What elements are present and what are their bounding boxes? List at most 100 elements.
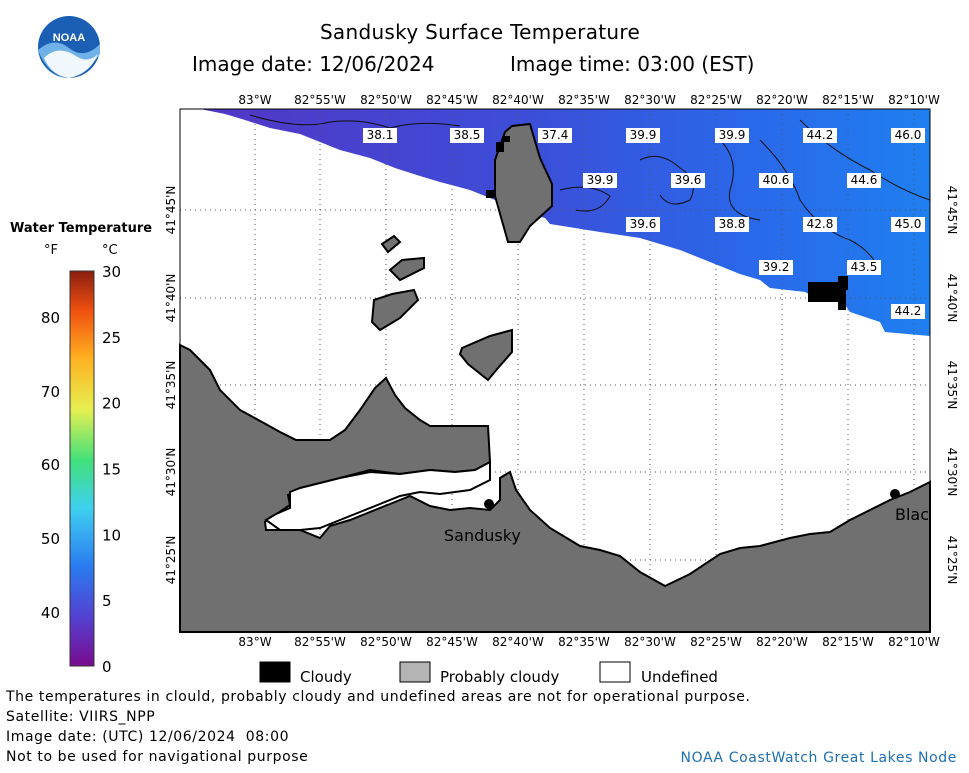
temperature-label-box [671,173,705,188]
temperature-value: 37.4 [542,128,569,142]
temperature-label-box [803,128,837,143]
celsius-tick-label: 30 [102,263,121,281]
city-label-sandusky: Sandusky [444,526,521,545]
temperature-value: 46.0 [895,128,922,142]
temperature-label-box [583,173,617,188]
temperature-values: 38.1 38.5 37.4 39.9 39.9 44.2 46.0 39.9 39.6 40.6… [363,128,925,319]
colorbar-title: Water Temperature [10,221,153,236]
celsius-tick-label: 20 [102,395,121,413]
legend-swatch-undefined [599,661,631,683]
temperature-colorbar [69,270,95,667]
longitude-label: 82°45'W [426,635,478,649]
latitude-label: 41°45'N [164,186,178,235]
footer-navigation-warning: Not to be used for navigational purpose [6,749,309,765]
temperature-label-box [626,128,660,143]
footer-utc-date: Image date: (UTC) 12/06/2024 08:00 [6,729,290,745]
temperature-label-box [891,304,925,319]
unit-celsius: °C [102,243,118,258]
lake-water-data [200,109,930,336]
longitude-label: 82°50'W [360,93,412,107]
logo-text: NOAA [53,32,85,44]
noaa-logo-icon: NOAA [38,16,100,78]
celsius-tick-label: 0 [102,658,112,676]
temperature-label-box [759,260,793,275]
temperature-value: 39.2 [763,260,790,274]
temperature-value: 44.2 [895,304,922,318]
temperature-label-box [803,217,837,232]
fahrenheit-tick-label: 40 [41,604,60,622]
temperature-label-box [891,217,925,232]
unit-fahrenheit: °F [44,243,58,258]
latitude-label: 41°40'N [164,274,178,323]
longitude-label: 82°15'W [822,635,874,649]
credit-line: NOAA CoastWatch Great Lakes Node [680,750,957,766]
fahrenheit-tick-label: 70 [41,383,60,401]
city-label-blac: Blac [895,505,929,524]
longitude-label: 82°20'W [756,635,808,649]
temperature-label-box [363,128,397,143]
temperature-value: 39.6 [675,173,702,187]
longitude-label: 82°25'W [690,635,742,649]
fahrenheit-tick-label: 50 [41,530,60,548]
legend-swatch-cloudy [259,661,291,683]
latitude-label: 41°45'N [945,186,959,235]
latitude-labels-right: 41°45'N 41°40'N 41°35'N 41°30'N 41°25'N [945,186,959,585]
legend-label-cloudy: Cloudy [300,668,352,686]
temperature-label-box [847,260,881,275]
legend-label-probably-cloudy: Probably cloudy [440,668,560,686]
temperature-value: 40.6 [763,173,790,187]
legend-swatch-probably-cloudy [399,661,431,683]
mainland [179,343,931,633]
temperature-value: 38.1 [367,128,394,142]
longitude-label: 82°15'W [822,93,874,107]
latitude-label: 41°30'N [164,448,178,497]
fahrenheit-tick-label: 60 [41,456,60,474]
temperature-value: 38.8 [719,217,746,231]
latitude-label: 41°40'N [945,274,959,323]
latitude-labels-left: 41°45'N 41°40'N 41°35'N 41°30'N 41°25'N [164,186,178,585]
longitude-label: 82°20'W [756,93,808,107]
longitude-label: 82°55'W [294,93,346,107]
temperature-label-box [715,217,749,232]
temperature-value: 43.5 [851,260,878,274]
temperature-label-box [759,173,793,188]
longitude-label: 82°50'W [360,635,412,649]
latitude-label: 41°25'N [945,536,959,585]
latitude-label: 41°35'N [945,361,959,410]
longitude-label: 82°10'W [888,635,940,649]
longitude-labels-top: 83°W 82°55'W 82°50'W 82°45'W 82°40'W 82°35'W 8… [238,93,940,107]
longitude-label: 82°35'W [558,93,610,107]
temperature-label-box [450,128,484,143]
temperature-label-box [626,217,660,232]
cloud-pixels [486,136,848,310]
longitude-label: 82°45'W [426,93,478,107]
longitude-label: 82°25'W [690,93,742,107]
islands [370,122,553,382]
longitude-label: 82°55'W [294,635,346,649]
longitude-labels-bottom: 83°W 82°55'W 82°50'W 82°45'W 82°40'W 82°35'W 8… [238,635,940,649]
celsius-tick-label: 25 [102,329,121,347]
legend-label-undefined: Undefined [641,668,718,686]
temperature-label-box [715,128,749,143]
sandusky-marker-icon [484,499,494,509]
latitude-label: 41°25'N [164,536,178,585]
latitude-label: 41°35'N [164,361,178,410]
map-title: Sandusky Surface Temperature [319,20,641,44]
temperature-value: 44.6 [851,173,878,187]
fahrenheit-tick-label: 80 [41,309,60,327]
temperature-value: 39.6 [630,217,657,231]
longitude-label: 82°10'W [888,93,940,107]
temperature-value: 42.8 [807,217,834,231]
temperature-label-box [847,173,881,188]
blac-marker-icon [890,489,900,499]
image-date: Image date: 12/06/2024 [192,52,435,76]
longitude-label: 82°30'W [624,93,676,107]
footer-disclaimer: The temperatures in clould, probably clo… [6,689,751,705]
temperature-value: 44.2 [807,128,834,142]
temperature-value: 39.9 [630,128,657,142]
celsius-tick-label: 5 [102,592,112,610]
longitude-label: 82°40'W [492,635,544,649]
temperature-label-box [538,128,572,143]
latitude-label: 41°30'N [945,448,959,497]
fahrenheit-ticks: 80 70 60 50 40 [41,309,60,622]
